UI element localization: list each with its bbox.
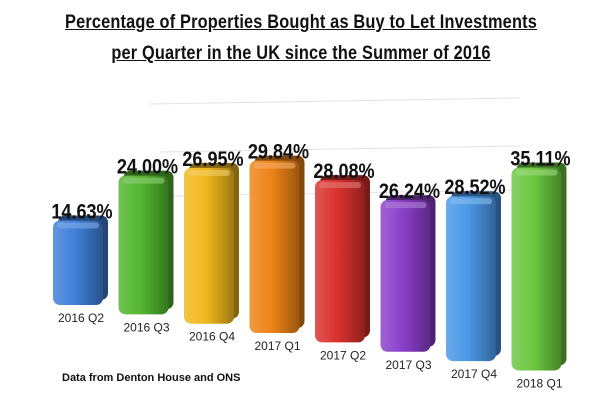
bar-highlight — [188, 169, 230, 176]
bar — [184, 167, 234, 324]
category-label: 2016 Q2 — [58, 311, 104, 325]
bar — [118, 175, 169, 315]
bar — [511, 167, 562, 371]
gridline — [159, 145, 521, 153]
category-label: 2018 Q1 — [516, 376, 562, 390]
bar-group-2017-q1 — [249, 155, 305, 334]
category-label: 2017 Q3 — [385, 358, 431, 372]
data-label: 14.63% — [51, 200, 112, 224]
bar-group-2016-q2 — [53, 215, 108, 305]
data-label: 26.24% — [379, 180, 440, 204]
bar-group-2017-q4 — [446, 191, 501, 362]
data-label: 35.11% — [510, 147, 570, 171]
bar — [446, 196, 496, 362]
bar-highlight — [319, 182, 361, 189]
category-label: 2017 Q1 — [254, 339, 300, 353]
data-label: 28.52% — [444, 176, 505, 200]
data-source-note: Data from Denton House and ONS — [62, 372, 241, 384]
bar-group-2017-q2 — [315, 175, 370, 343]
chart-title-line-1: Percentage of Properties Bought as Buy t… — [65, 12, 537, 33]
category-label: 2017 Q2 — [320, 348, 366, 362]
bar-group-2018-q1 — [511, 162, 567, 371]
bar-highlight — [515, 169, 558, 176]
bar — [315, 180, 365, 343]
bar — [249, 160, 300, 334]
bar-highlight — [384, 202, 427, 209]
bar — [53, 220, 103, 305]
bar-group-2017-q3 — [380, 195, 436, 352]
bar-highlight — [57, 222, 99, 229]
category-label: 2016 Q4 — [189, 330, 235, 344]
gridline — [149, 97, 521, 105]
bar — [380, 200, 431, 352]
data-label: 26.95% — [182, 148, 243, 172]
bar-highlight — [122, 177, 165, 184]
data-label: 28.08% — [313, 160, 374, 184]
data-label: 29.84% — [248, 140, 309, 164]
bar-group-2016-q3 — [118, 170, 174, 315]
category-label: 2016 Q3 — [123, 320, 169, 334]
category-label: 2017 Q4 — [451, 367, 497, 381]
bar-group-2016-q4 — [184, 162, 239, 324]
chart-title-line-2: per Quarter in the UK since the Summer o… — [111, 43, 491, 64]
data-label: 24.00% — [117, 155, 178, 179]
bar-highlight — [450, 198, 492, 205]
bar-highlight — [253, 162, 296, 169]
